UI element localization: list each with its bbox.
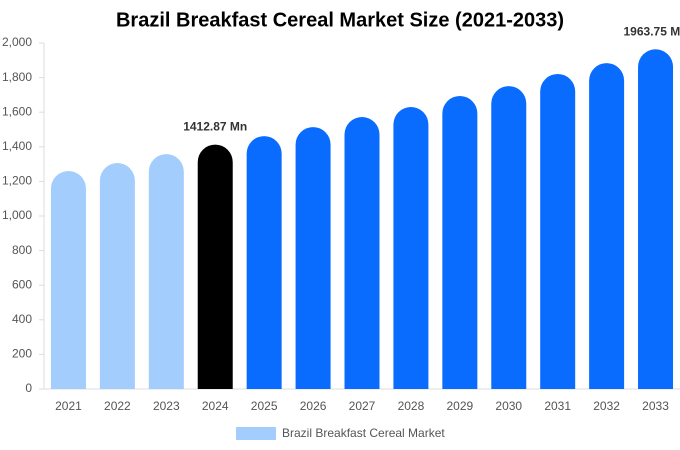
y-tick-label: 600 xyxy=(12,277,32,291)
legend-label: Brazil Breakfast Cereal Market xyxy=(282,426,445,440)
bar xyxy=(344,117,380,389)
bar xyxy=(540,73,576,389)
x-tick-label: 2023 xyxy=(153,399,180,413)
y-tick-label: 400 xyxy=(12,312,32,326)
legend-swatch xyxy=(236,427,276,440)
y-tick-label: 1,800 xyxy=(2,70,32,84)
x-tick-label: 2026 xyxy=(300,399,327,413)
chart-title: Brazil Breakfast Cereal Market Size (202… xyxy=(116,9,564,31)
bar xyxy=(393,107,429,389)
bar xyxy=(50,171,86,389)
bar xyxy=(589,63,625,390)
x-tick-label: 2030 xyxy=(495,399,522,413)
bar xyxy=(148,154,184,389)
x-tick-label: 2033 xyxy=(642,399,669,413)
x-tick-label: 2031 xyxy=(544,399,571,413)
bar xyxy=(491,86,527,390)
x-tick-label: 2022 xyxy=(104,399,131,413)
bar xyxy=(99,163,135,389)
bar xyxy=(442,95,478,390)
y-tick-label: 1,200 xyxy=(2,174,32,188)
x-tick-label: 2029 xyxy=(446,399,473,413)
y-tick-label: 2,000 xyxy=(2,35,32,49)
value-label: 1963.75 Mn xyxy=(624,24,680,38)
bar xyxy=(638,49,674,390)
x-tick-label: 2021 xyxy=(55,399,82,413)
y-tick-label: 1,600 xyxy=(2,104,32,118)
y-tick-label: 0 xyxy=(25,381,32,395)
x-tick-label: 2028 xyxy=(398,399,425,413)
bar xyxy=(197,144,233,389)
x-tick-label: 2024 xyxy=(202,399,229,413)
x-tick-label: 2025 xyxy=(251,399,278,413)
y-tick-label: 1,000 xyxy=(2,208,32,222)
x-tick-label: 2027 xyxy=(349,399,376,413)
value-label: 1412.87 Mn xyxy=(183,120,247,134)
x-tick-label: 2032 xyxy=(593,399,620,413)
y-tick-label: 200 xyxy=(12,347,32,361)
bar xyxy=(246,136,282,389)
y-tick-label: 800 xyxy=(12,243,32,257)
bar xyxy=(295,127,331,390)
y-tick-label: 1,400 xyxy=(2,139,32,153)
